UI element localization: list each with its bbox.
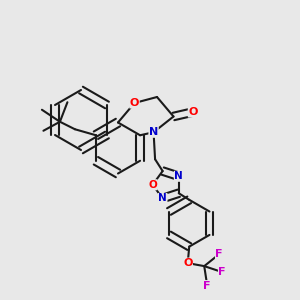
Text: O: O	[183, 258, 192, 268]
Text: N: N	[158, 194, 167, 203]
Text: O: O	[188, 107, 198, 117]
Text: F: F	[203, 280, 211, 291]
Text: F: F	[218, 267, 226, 277]
Text: F: F	[215, 249, 223, 259]
Text: O: O	[148, 180, 157, 190]
Text: O: O	[130, 98, 139, 108]
Text: N: N	[174, 171, 183, 181]
Text: N: N	[149, 127, 158, 137]
